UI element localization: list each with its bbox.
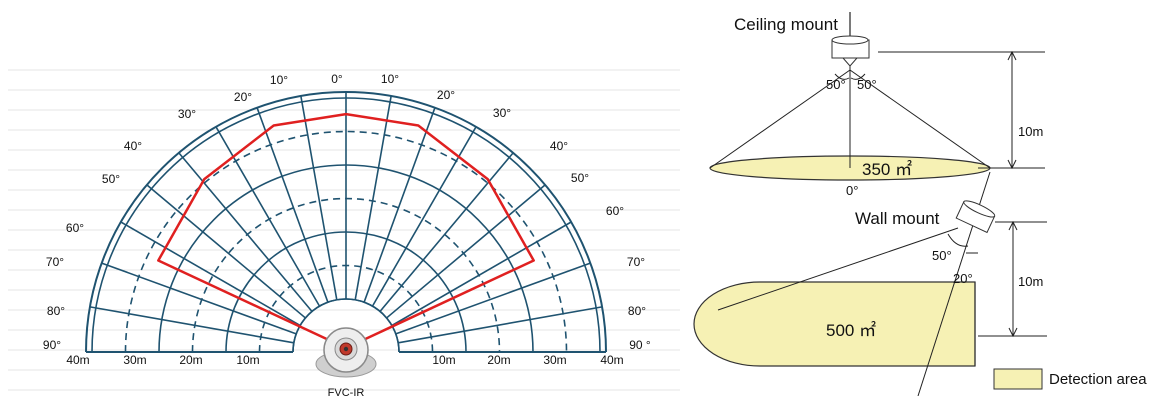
angle-label-right-40: 40° xyxy=(550,139,568,153)
polar-detection-chart: FVC-IR 0° 10° 20° 30° 40° 50° 60° 70° 80… xyxy=(43,72,651,396)
angle-label-right-90: 90 ° xyxy=(629,338,651,352)
distance-label-left-20m: 20m xyxy=(179,353,202,367)
polar-spoke xyxy=(178,152,313,312)
ceiling-mount-title: Ceiling mount xyxy=(734,15,838,34)
angle-label-right-20: 20° xyxy=(437,88,455,102)
sensor-device xyxy=(315,327,377,378)
polar-spoke xyxy=(89,306,294,344)
angle-label-left-90: 90° xyxy=(43,338,61,352)
wall-area-value: 500 ㎡ xyxy=(826,321,876,340)
distance-label-left-10m: 10m xyxy=(236,353,259,367)
legend: Detection area xyxy=(993,368,1147,390)
polar-spoke xyxy=(120,221,301,327)
polar-spoke xyxy=(101,262,297,335)
polar-spoke xyxy=(391,221,572,327)
polar-ring-40m xyxy=(91,97,601,353)
polar-spoke xyxy=(395,262,591,335)
distance-label-right-20m: 20m xyxy=(487,353,510,367)
polar-ring-30m xyxy=(158,164,534,353)
polar-spoke xyxy=(354,95,392,300)
ceiling-angle-right: 50° xyxy=(857,77,877,92)
angle-label-left-50: 50° xyxy=(102,172,120,186)
wall-angle-50: 50° xyxy=(932,248,952,263)
angle-label-left-60: 60° xyxy=(66,221,84,235)
wall-angle-20: 20° xyxy=(953,271,973,286)
polar-spoke xyxy=(146,184,306,319)
wall-sensor xyxy=(955,200,996,234)
angle-label-right-30: 30° xyxy=(493,106,511,120)
ceiling-zero-label: 0° xyxy=(846,183,858,198)
angle-label-left-20: 20° xyxy=(234,90,252,104)
legend-swatch xyxy=(993,368,1043,390)
angle-label-left-10: 10° xyxy=(270,73,288,87)
angle-label-right-70: 70° xyxy=(627,255,645,269)
angle-label-left-70: 70° xyxy=(46,255,64,269)
angle-label-0: 0° xyxy=(331,72,343,86)
polar-ring-dashed-25m xyxy=(191,197,501,353)
wall-mount-title: Wall mount xyxy=(855,209,940,228)
angle-label-left-30: 30° xyxy=(178,107,196,121)
polar-spoke xyxy=(386,184,546,319)
distance-label-left-30m: 30m xyxy=(123,353,146,367)
polar-spoke xyxy=(398,306,603,344)
distance-label-right-30m: 30m xyxy=(543,353,566,367)
angle-label-right-10: 10° xyxy=(381,72,399,86)
distance-label-left-40m: 40m xyxy=(66,353,89,367)
ceiling-mount-diagram: Ceiling mount 50° 50° 350 ㎡ 0° 10m xyxy=(709,12,1045,198)
angle-label-right-80: 80° xyxy=(628,304,646,318)
polar-spoke xyxy=(300,95,338,300)
detection-outline xyxy=(157,112,535,350)
wall-detection-area xyxy=(693,281,976,367)
polar-outer-ring xyxy=(85,91,607,353)
ceiling-area-value: 350 ㎡ xyxy=(862,160,912,179)
distance-label-right-40m: 40m xyxy=(600,353,623,367)
angle-label-left-40: 40° xyxy=(124,139,142,153)
ceiling-height-label: 10m xyxy=(1018,124,1043,139)
polar-inner-ring xyxy=(292,298,400,353)
wall-height-label: 10m xyxy=(1018,274,1043,289)
angle-label-right-60: 60° xyxy=(606,204,624,218)
legend-label: Detection area xyxy=(1049,371,1147,388)
distance-label-right-10m: 10m xyxy=(432,353,455,367)
polar-grid xyxy=(85,91,607,353)
device-label: FVC-IR xyxy=(328,387,365,396)
ceiling-angle-left: 50° xyxy=(826,77,846,92)
wall-mount-diagram: Wall mount 50° 20° 500 ㎡ 10m xyxy=(693,171,1047,396)
ceiling-sensor xyxy=(831,35,870,67)
polar-spoke xyxy=(379,152,514,312)
angle-label-left-80: 80° xyxy=(47,304,65,318)
polar-spoke xyxy=(256,107,329,303)
polar-spoke xyxy=(363,107,436,303)
angle-label-right-50: 50° xyxy=(571,171,589,185)
